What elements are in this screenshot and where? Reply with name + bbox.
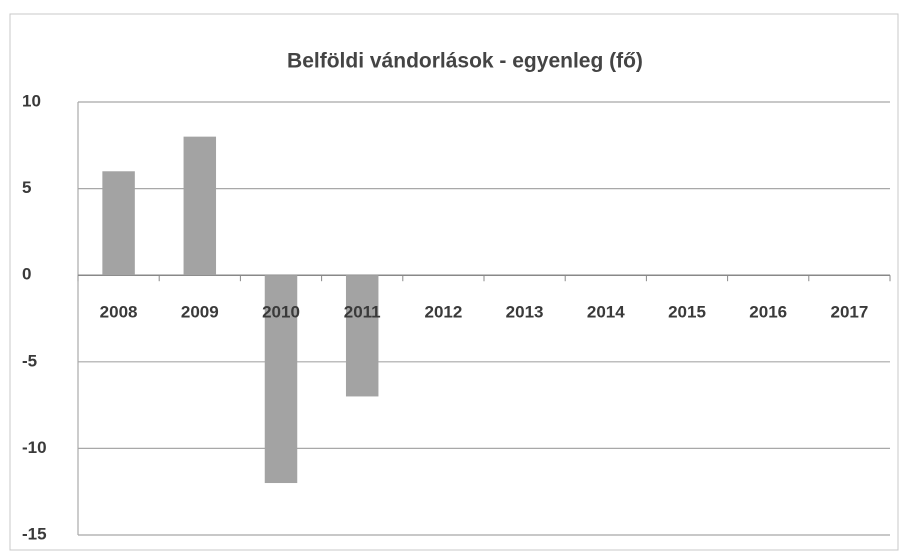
- chart-title: Belföldi vándorlások - egyenleg (fő): [287, 50, 643, 73]
- x-tick-label: 2017: [830, 302, 868, 321]
- y-tick-label: 0: [22, 265, 31, 284]
- bar: [345, 275, 379, 397]
- chart-border: [9, 13, 899, 551]
- x-tick-label: 2016: [749, 302, 787, 321]
- y-tick-label: -5: [22, 351, 37, 370]
- y-tick-label: -10: [22, 438, 47, 457]
- x-tick-label: 2011: [344, 302, 381, 321]
- bar: [264, 275, 298, 484]
- y-tick-label: 5: [22, 178, 31, 197]
- y-tick-label: -15: [22, 524, 47, 543]
- bar: [183, 136, 217, 276]
- x-tick-label: 2015: [668, 302, 706, 321]
- x-tick-label: 2008: [100, 302, 138, 321]
- y-tick-label: 10: [22, 91, 41, 110]
- x-tick-label: 2009: [181, 302, 219, 321]
- bar: [102, 171, 135, 276]
- x-tick-label: 2012: [424, 302, 462, 321]
- x-tick-label: 2014: [587, 302, 625, 321]
- x-tick-label: 2013: [506, 302, 544, 321]
- x-tick-label: 2010: [262, 302, 300, 321]
